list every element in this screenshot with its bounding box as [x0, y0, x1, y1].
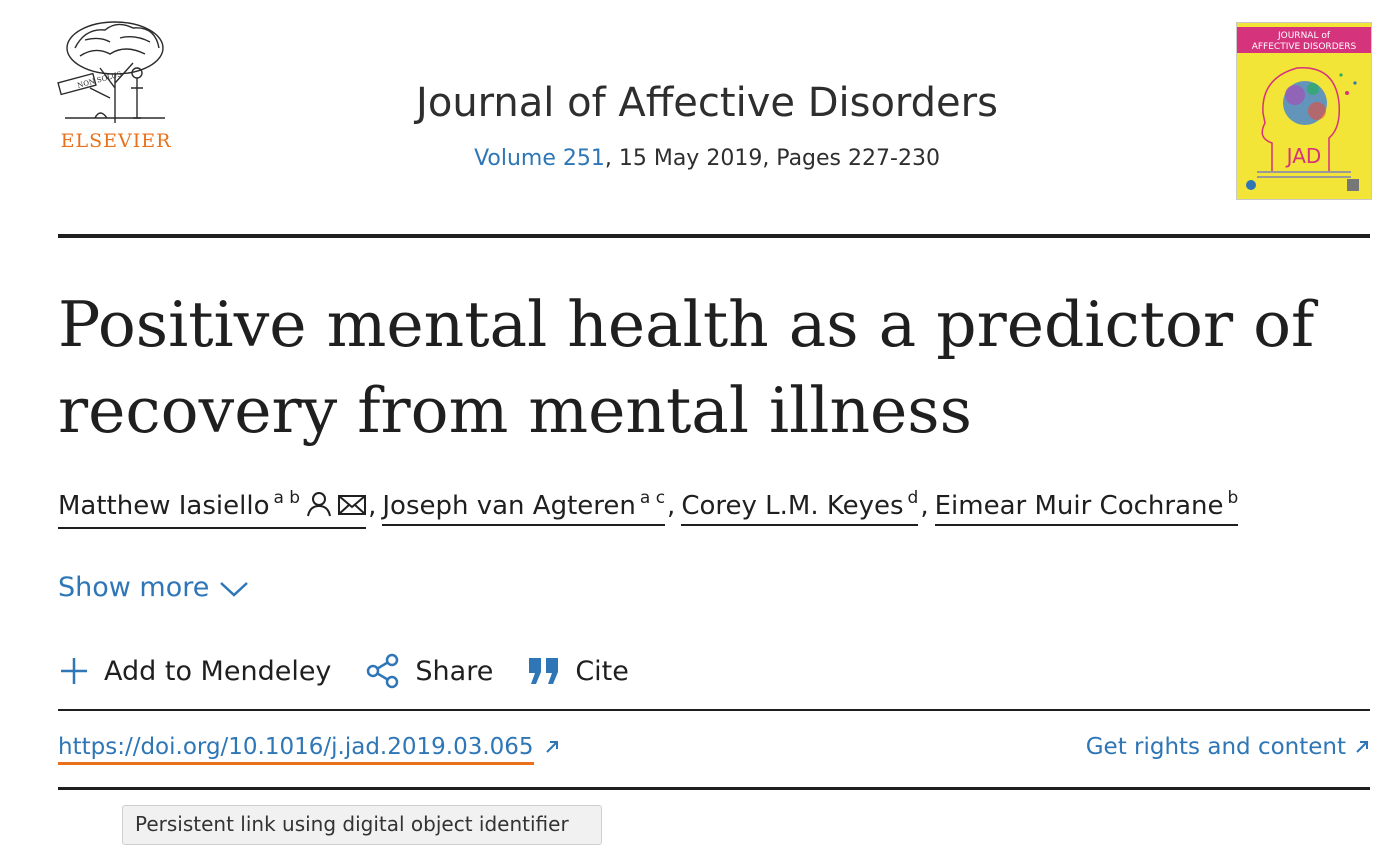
email-icon[interactable] — [338, 493, 367, 524]
issue-details: , 15 May 2019, Pages 227-230 — [604, 146, 940, 171]
show-more-button[interactable]: Show more — [58, 572, 249, 603]
actions-divider — [58, 709, 1370, 711]
journal-cover[interactable]: JOURNAL of AFFECTIVE DISORDERS JAD — [1236, 22, 1372, 200]
external-link-icon — [1356, 741, 1368, 753]
show-more-label: Show more — [58, 572, 210, 603]
article-title: Positive mental health as a predictor of… — [58, 282, 1338, 454]
get-rights-link[interactable]: Get rights and content — [1086, 734, 1370, 760]
cover-abbrev: JAD — [1285, 144, 1322, 168]
author-name: Corey L.M. Keyes — [681, 491, 904, 521]
share-icon — [367, 653, 399, 689]
article-actions: Add to Mendeley Share Cite — [58, 648, 663, 694]
doi-tooltip: Persistent link using digital object ide… — [122, 805, 602, 845]
author-list: Matthew Iasiello a b, Joseph van Agteren a … — [58, 488, 1239, 530]
article-title-line2: recovery from mental illness — [58, 374, 972, 447]
plus-icon — [61, 658, 87, 684]
add-to-mendeley-label: Add to Mendeley — [104, 655, 332, 687]
get-rights-label: Get rights and content — [1085, 734, 1346, 760]
doi-link[interactable]: https://doi.org/10.1016/j.jad.2019.03.06… — [58, 734, 560, 765]
person-icon — [306, 491, 332, 524]
cite-button[interactable]: Cite — [527, 656, 629, 687]
issue-info: Volume 251, 15 May 2019, Pages 227-230 — [300, 146, 1114, 171]
author-separator: , — [920, 491, 929, 521]
elsevier-logo[interactable]: NON SOLUS ELSEVIER — [55, 18, 177, 158]
share-label: Share — [415, 655, 494, 687]
doi-divider — [58, 787, 1370, 790]
author-affiliation: b — [1227, 488, 1239, 508]
cover-title-line1: JOURNAL of — [1277, 31, 1331, 41]
author-name: Joseph van Agteren — [382, 491, 636, 521]
author-name: Eimear Muir Cochrane — [934, 491, 1224, 521]
author-affiliation: d — [907, 488, 919, 508]
external-link-icon — [545, 741, 558, 753]
chevron-down-icon — [220, 582, 249, 597]
author-name: Matthew Iasiello — [58, 491, 270, 521]
cite-label: Cite — [575, 655, 629, 687]
author-separator: , — [667, 491, 676, 521]
cover-title-line2: AFFECTIVE DISORDERS — [1252, 42, 1357, 52]
add-to-mendeley-button[interactable]: Add to Mendeley — [58, 655, 331, 687]
cover-image: JOURNAL of AFFECTIVE DISORDERS JAD — [1237, 23, 1371, 199]
elsevier-tree-icon: NON SOLUS — [57, 21, 165, 123]
doi-text: https://doi.org/10.1016/j.jad.2019.03.06… — [58, 734, 534, 765]
author-link[interactable]: Eimear Muir Cochrane b — [934, 488, 1239, 526]
author-separator: , — [368, 491, 377, 521]
volume-link[interactable]: Volume 251 — [474, 146, 605, 171]
journal-title[interactable]: Journal of Affective Disorders — [416, 80, 998, 126]
quote-icon — [529, 658, 559, 684]
author-link[interactable]: Joseph van Agteren a c — [382, 488, 666, 526]
author-affiliation: a c — [639, 488, 666, 508]
article-title-line1: Positive mental health as a predictor of — [58, 288, 1315, 361]
header-divider — [58, 234, 1370, 238]
share-button[interactable]: Share — [365, 653, 493, 689]
author-link[interactable]: Corey L.M. Keyes d — [681, 488, 919, 526]
author-affiliation: a b — [273, 488, 301, 508]
publisher-name: ELSEVIER — [60, 130, 172, 152]
author-link[interactable]: Matthew Iasiello a b — [58, 488, 367, 529]
